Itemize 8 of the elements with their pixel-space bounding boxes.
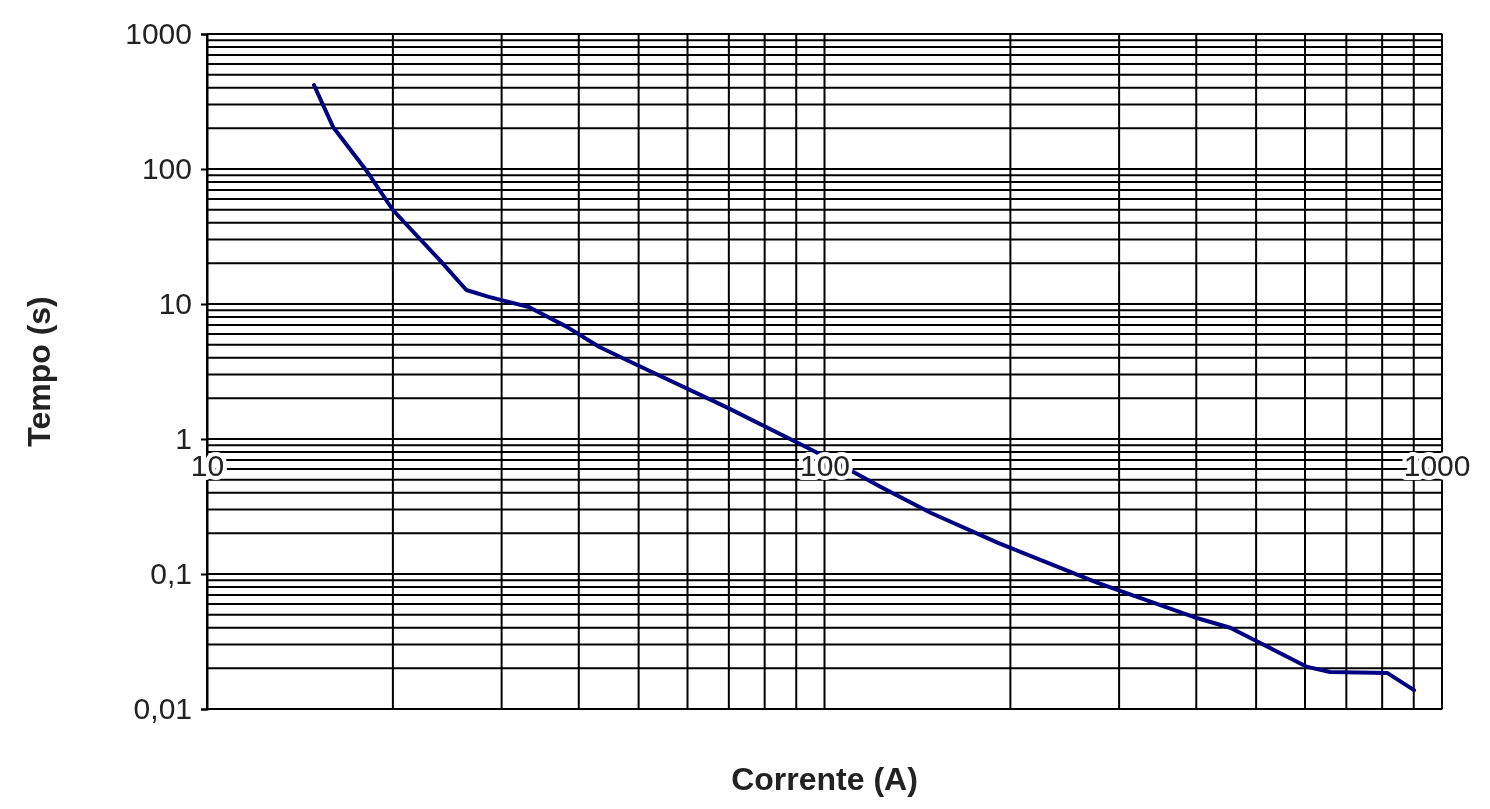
y-tick-label: 1000 — [125, 17, 192, 51]
y-tick-label: 0,1 — [150, 557, 192, 591]
y-tick-label: 10 — [158, 287, 192, 321]
y-axis-title: Tempo (s) — [21, 296, 57, 447]
y-tick-label: 100 — [141, 152, 192, 186]
y-tick-label: 1 — [175, 422, 192, 456]
x-axis-title: Corrente (A) — [731, 761, 918, 797]
y-tick-label: 0,01 — [133, 692, 192, 726]
